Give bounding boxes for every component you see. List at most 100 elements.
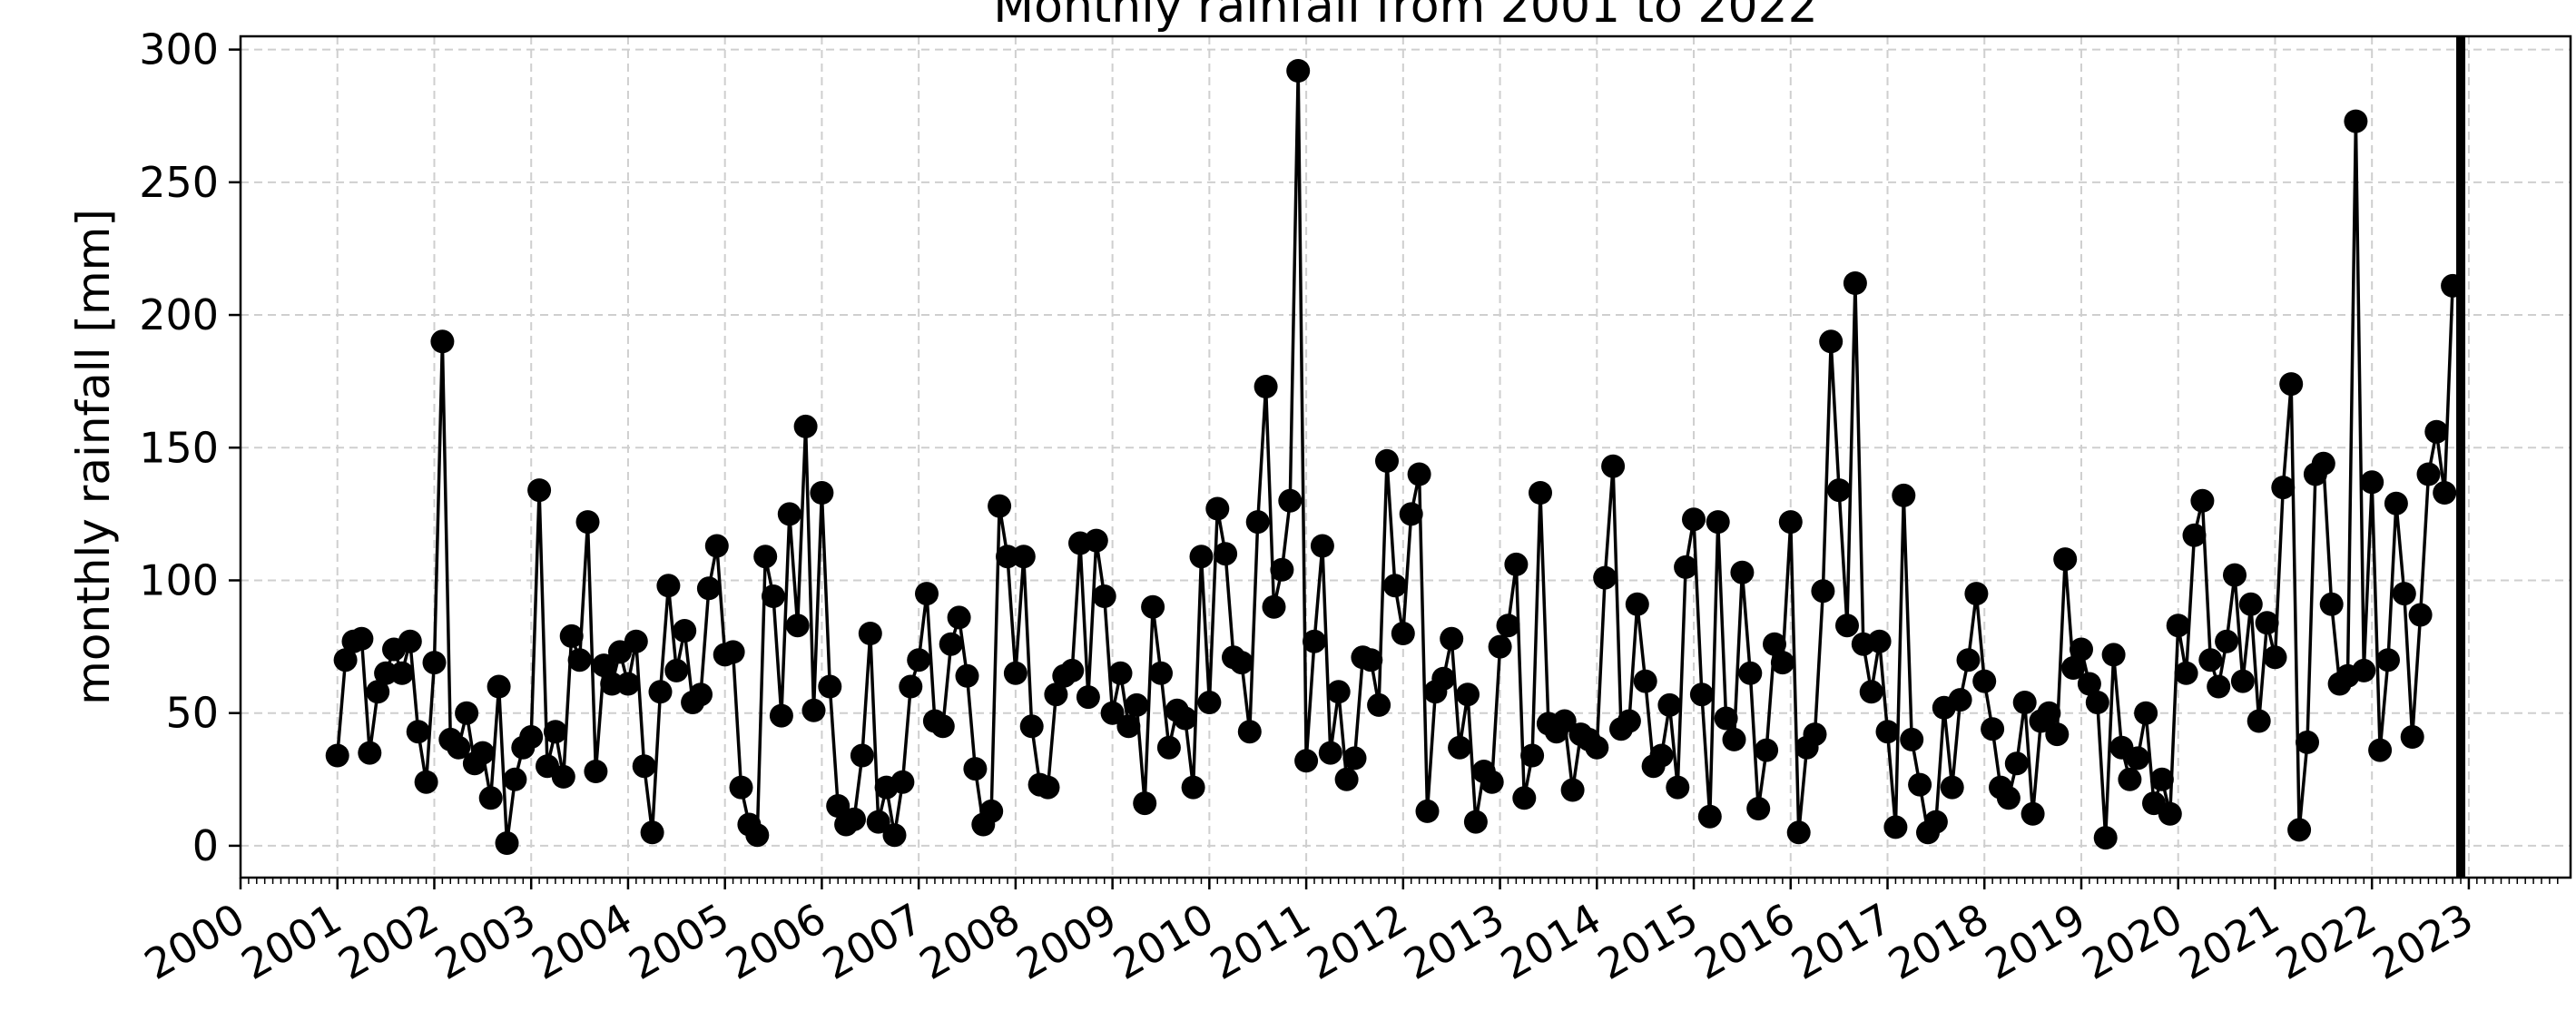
data-point — [656, 574, 681, 598]
data-point — [1149, 661, 1173, 685]
data-point — [1900, 727, 1924, 751]
data-point — [2004, 751, 2029, 776]
data-point — [455, 701, 479, 725]
data-point — [648, 680, 673, 704]
data-point — [1786, 820, 1811, 845]
data-point — [1529, 481, 1552, 505]
data-point — [721, 640, 745, 664]
data-point — [1278, 488, 1303, 513]
data-point — [1254, 375, 1278, 398]
data-point — [1892, 483, 1916, 507]
data-point — [1778, 510, 1803, 535]
data-point — [866, 810, 890, 834]
data-point — [1763, 632, 1786, 656]
data-point — [955, 663, 979, 688]
data-point — [1076, 685, 1100, 710]
x-tick-label: 2006 — [718, 894, 834, 989]
data-point — [1560, 778, 1585, 802]
data-point — [1382, 574, 1407, 598]
data-point — [1463, 810, 1488, 834]
data-point — [575, 510, 600, 535]
data-point — [1294, 749, 1319, 773]
data-point — [2433, 481, 2457, 505]
data-point — [1334, 767, 1359, 791]
x-tick-label: 2000 — [136, 894, 252, 989]
data-point — [1996, 786, 2020, 810]
data-point — [858, 622, 882, 645]
data-point — [1875, 720, 1900, 744]
data-point — [632, 754, 656, 779]
data-point — [398, 629, 422, 653]
data-point — [785, 614, 810, 638]
data-point — [2020, 801, 2045, 826]
data-point — [584, 760, 608, 783]
data-point — [1657, 692, 1682, 717]
data-point — [1060, 658, 1085, 682]
y-tick-label: 0 — [192, 821, 219, 870]
data-point — [2311, 451, 2335, 476]
x-tick-label: 2009 — [1008, 894, 1125, 989]
x-tick-label: 2012 — [1299, 894, 1415, 989]
y-tick-label: 150 — [139, 423, 219, 472]
data-point — [430, 329, 455, 354]
data-point — [1407, 462, 1431, 486]
data-point — [1746, 797, 1771, 820]
data-point — [2182, 523, 2207, 547]
chart-title: Monthly rainfall from 2001 to 2022 — [993, 0, 1817, 34]
data-point — [1649, 743, 1674, 768]
data-point — [2360, 470, 2384, 495]
data-point — [2198, 648, 2223, 672]
data-point — [1092, 584, 1116, 608]
data-point — [1197, 691, 1222, 714]
data-point — [1811, 579, 1835, 604]
data-point — [1770, 651, 1794, 675]
data-point — [2408, 603, 2433, 627]
data-point — [2400, 725, 2424, 749]
data-point — [810, 481, 834, 505]
data-point — [1003, 661, 1027, 685]
data-point — [1940, 775, 1964, 800]
data-point — [1156, 735, 1181, 760]
data-point — [2126, 746, 2150, 771]
data-point — [2230, 669, 2255, 693]
data-point — [745, 823, 770, 848]
data-point — [1141, 594, 1165, 619]
x-tick-label: 2015 — [1589, 894, 1706, 989]
data-point — [1237, 720, 1262, 744]
x-tick-label: 2022 — [2267, 894, 2384, 989]
data-point — [1617, 709, 1641, 733]
data-point — [325, 743, 349, 768]
data-point — [374, 661, 398, 685]
data-point — [1803, 722, 1827, 747]
x-tick-label: 2016 — [1686, 894, 1803, 989]
data-point — [996, 545, 1019, 569]
x-tick-label: 2005 — [621, 894, 737, 989]
data-point — [2238, 592, 2263, 616]
data-point — [2101, 643, 2126, 667]
data-point — [470, 741, 495, 765]
x-tick-label: 2020 — [2074, 894, 2190, 989]
data-point — [1964, 582, 1989, 606]
data-point — [899, 674, 923, 699]
data-point — [1972, 669, 1997, 693]
data-point — [1843, 271, 1867, 295]
data-point — [1310, 534, 1334, 558]
data-point — [2215, 629, 2239, 653]
data-point — [624, 629, 648, 653]
data-point — [2352, 658, 2376, 682]
data-point — [2344, 109, 2368, 133]
x-tick-label: 2004 — [524, 894, 640, 989]
data-point — [1488, 634, 1512, 659]
data-point — [1674, 555, 1698, 579]
data-point — [1682, 507, 1706, 532]
data-point — [947, 605, 971, 630]
x-tick-label: 2007 — [814, 894, 930, 989]
x-tick-label: 2013 — [1396, 894, 1512, 989]
data-point — [1318, 741, 1342, 765]
data-point — [915, 582, 939, 606]
data-point — [1342, 746, 1367, 771]
x-tick-label: 2023 — [2365, 894, 2481, 989]
data-point — [2012, 691, 2037, 714]
x-tick-label: 2019 — [1977, 894, 2093, 989]
data-point — [1286, 59, 1311, 83]
